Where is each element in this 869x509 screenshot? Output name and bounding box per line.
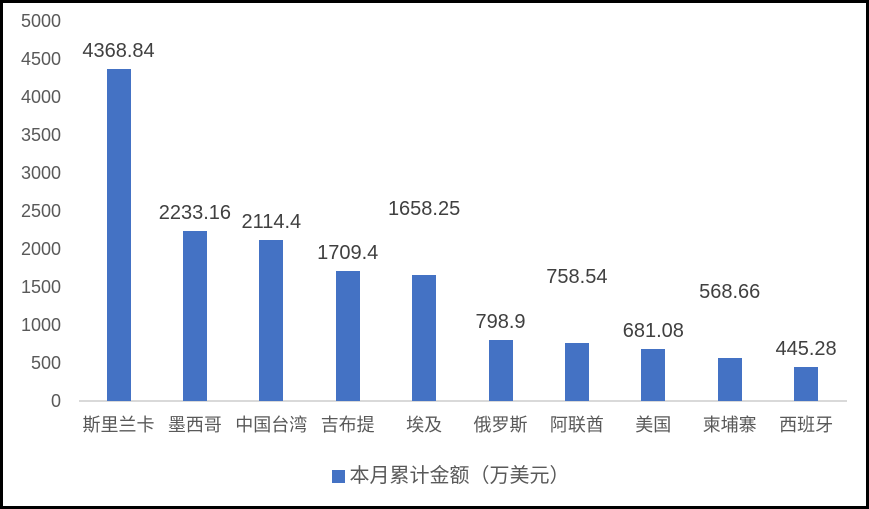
- plot-area: 0 500 1000 1500 2000 2500 3000 3500 4000 4500 5000…: [3, 3, 866, 506]
- value-label: 4368.84: [82, 39, 155, 62]
- legend-marker-icon: [331, 469, 345, 483]
- value-label: 445.28: [775, 338, 837, 361]
- bar-阿联酋: [564, 343, 589, 401]
- bar-埃及: [412, 274, 437, 401]
- x-category-label: 俄罗斯: [473, 415, 528, 435]
- bar-墨西哥: [182, 231, 207, 401]
- x-category-label: 西班牙: [779, 415, 834, 435]
- bar-吉布提: [335, 271, 360, 401]
- x-category-label: 美国: [635, 415, 672, 435]
- x-category-label: 斯里兰卡: [82, 415, 155, 435]
- x-category-label: 阿联酋: [549, 415, 604, 435]
- value-label: 2233.16: [158, 202, 232, 225]
- bar-柬埔寨: [717, 357, 742, 401]
- y-tick-label: 2500: [20, 201, 61, 221]
- legend-label: 本月累计金额（万美元）: [349, 465, 570, 487]
- x-category-label: 中国台湾: [235, 415, 308, 435]
- x-category-label: 埃及: [406, 415, 443, 435]
- y-tick-label: 500: [30, 353, 61, 373]
- legend-entry: 本月累计金额（万美元）: [331, 464, 570, 488]
- x-category-label: 吉布提: [320, 415, 375, 435]
- y-tick-label: 2000: [20, 239, 61, 259]
- value-label: 798.9: [475, 311, 526, 334]
- x-category-label: 墨西哥: [167, 415, 222, 435]
- bar-中国台湾: [259, 240, 284, 401]
- y-tick-label: 3500: [20, 125, 61, 145]
- y-tick-label: 4500: [20, 49, 61, 69]
- legend: 本月累计金额（万美元）: [3, 464, 866, 488]
- value-label: 568.66: [699, 280, 761, 303]
- value-label: 681.08: [622, 320, 684, 343]
- y-tick-label: 1000: [20, 315, 61, 335]
- y-tick-label: 0: [50, 391, 61, 411]
- value-label: 1658.25: [387, 197, 461, 220]
- value-label: 2114.4: [241, 211, 302, 234]
- value-label: 1709.4: [317, 242, 379, 265]
- x-axis-line: [79, 400, 847, 402]
- bar-俄罗斯: [488, 340, 513, 401]
- y-tick-label: 3000: [20, 163, 61, 183]
- y-tick-label: 1500: [20, 277, 61, 297]
- value-label: 758.54: [546, 266, 608, 289]
- bar-美国: [641, 349, 666, 401]
- y-tick-label: 5000: [20, 11, 61, 31]
- x-category-label: 柬埔寨: [702, 415, 757, 435]
- bar-西班牙: [794, 367, 819, 401]
- y-tick-label: 4000: [20, 87, 61, 107]
- bar-斯里兰卡: [106, 68, 131, 401]
